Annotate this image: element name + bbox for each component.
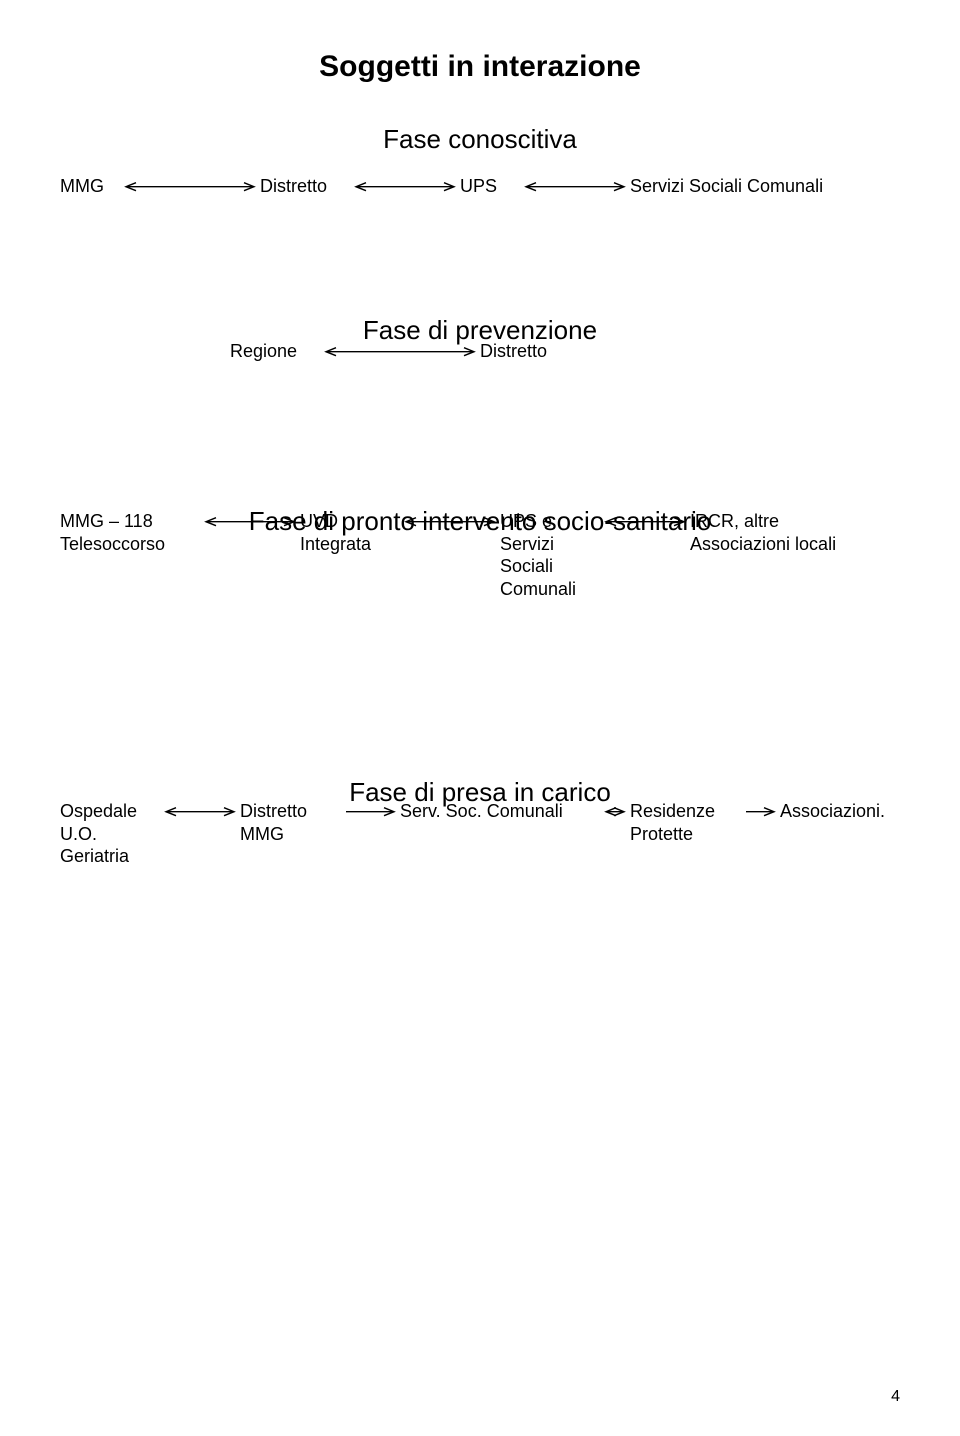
page-title: Soggetti in interazione [60,50,900,84]
row-fase-prevenzione [60,366,900,426]
diagram-node: Ospedale U.O. Geriatria [60,800,160,868]
diagram-node: UPS [460,175,520,198]
diagram-node: IRCR, altre Associazioni locali [690,510,890,555]
diagram-node: UVD Integrata [300,510,400,555]
diagram-node: Serv. Soc. Comunali [400,800,600,823]
diagram-node: Distretto MMG [240,800,340,845]
diagram-node: Distretto [260,175,350,198]
diagram-node: Distretto [480,340,570,363]
row-fase-presa-in-carico [60,828,900,888]
page-number: 4 [891,1388,900,1406]
section-heading-1: Fase conoscitiva [60,124,900,155]
diagram-node: MMG [60,175,120,198]
row-fase-pronto-intervento [60,557,900,617]
diagram-node: Associazioni. [780,800,910,823]
diagram-node: Residenze Protette [630,800,740,845]
diagram-node: Servizi Sociali Comunali [630,175,890,198]
diagram-node: UPS e Servizi Sociali Comunali [500,510,600,600]
diagram-node: MMG – 118 Telesoccorso [60,510,200,555]
diagram-node: Regione [230,340,320,363]
